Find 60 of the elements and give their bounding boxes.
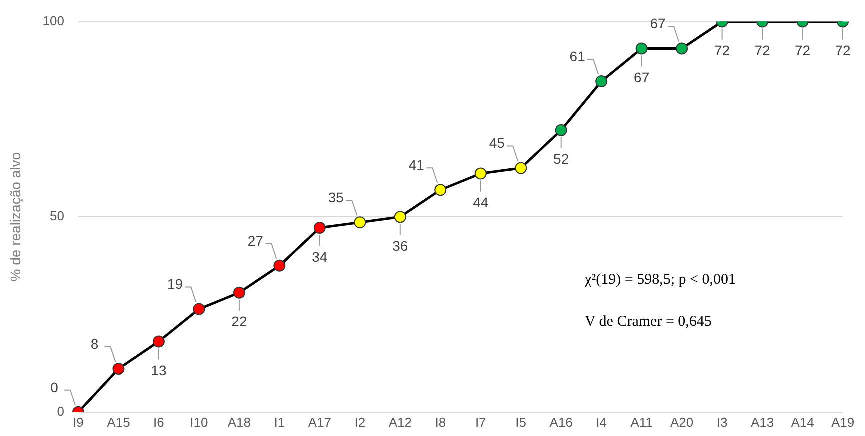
point	[112, 363, 125, 376]
x-tick-label: A20	[670, 414, 694, 430]
point	[152, 336, 165, 348]
x-tick-label: I7	[475, 414, 486, 430]
x-tick-label: A14	[791, 414, 814, 430]
annotation: 41	[408, 157, 425, 174]
annotation: 13	[151, 362, 167, 379]
x-tick-label: A13	[750, 414, 774, 430]
point	[434, 184, 447, 196]
annotation: 34	[312, 248, 328, 265]
point	[314, 222, 326, 234]
x-tick-label: I3	[716, 414, 728, 430]
annotation: 67	[634, 70, 650, 86]
annotation: 44	[473, 194, 489, 211]
x-tick-label: I5	[516, 414, 527, 430]
point	[233, 286, 246, 299]
x-tick-label: A18	[228, 414, 252, 430]
annotation: 27	[248, 232, 264, 249]
x-tick-label: A19	[831, 414, 855, 430]
annotation: 36	[392, 238, 408, 254]
x-tick-label: I9	[73, 414, 84, 430]
annotation: 8	[90, 336, 99, 352]
point	[274, 260, 286, 272]
y-tick-label: 0	[57, 404, 64, 419]
annotation: 72	[835, 42, 851, 59]
point	[193, 303, 206, 316]
point	[596, 76, 608, 88]
annotation: 22	[232, 314, 248, 330]
annotation: χ²(19) = 598,5; p < 0,001	[585, 272, 736, 289]
point	[394, 211, 406, 224]
annotation: 72	[754, 42, 771, 59]
annotation: 35	[328, 189, 344, 206]
point	[676, 42, 688, 55]
point	[474, 168, 487, 180]
annotation: 67	[650, 16, 666, 32]
point	[555, 124, 568, 136]
point	[354, 216, 366, 229]
annotation: 19	[167, 276, 184, 292]
x-tick-label: I4	[596, 414, 607, 430]
x-tick-label: I10	[190, 414, 208, 430]
x-tick-label: A11	[630, 414, 653, 430]
x-tick-label: I6	[154, 414, 164, 430]
x-tick-label: A17	[308, 414, 332, 430]
annotation: V de Cramer = 0,645	[585, 314, 712, 331]
x-tick-label: I2	[354, 414, 366, 430]
y-tick-label: 50	[50, 208, 64, 224]
x-tick-label: A16	[550, 414, 573, 430]
y-axis-title: % de realização alvo	[7, 152, 24, 282]
annotation: 52	[554, 151, 570, 168]
x-tick-label: I8	[435, 414, 446, 430]
annotation: 61	[570, 48, 586, 64]
annotation: 45	[489, 135, 506, 152]
y-tick-label: 100	[42, 13, 64, 28]
point	[636, 42, 648, 55]
annotation: 72	[794, 42, 811, 59]
x-tick-label: A15	[107, 414, 130, 430]
annotation: 72	[714, 42, 730, 59]
x-tick-label: A12	[388, 414, 412, 430]
x-tick-label: I1	[274, 414, 286, 430]
point	[515, 162, 528, 174]
